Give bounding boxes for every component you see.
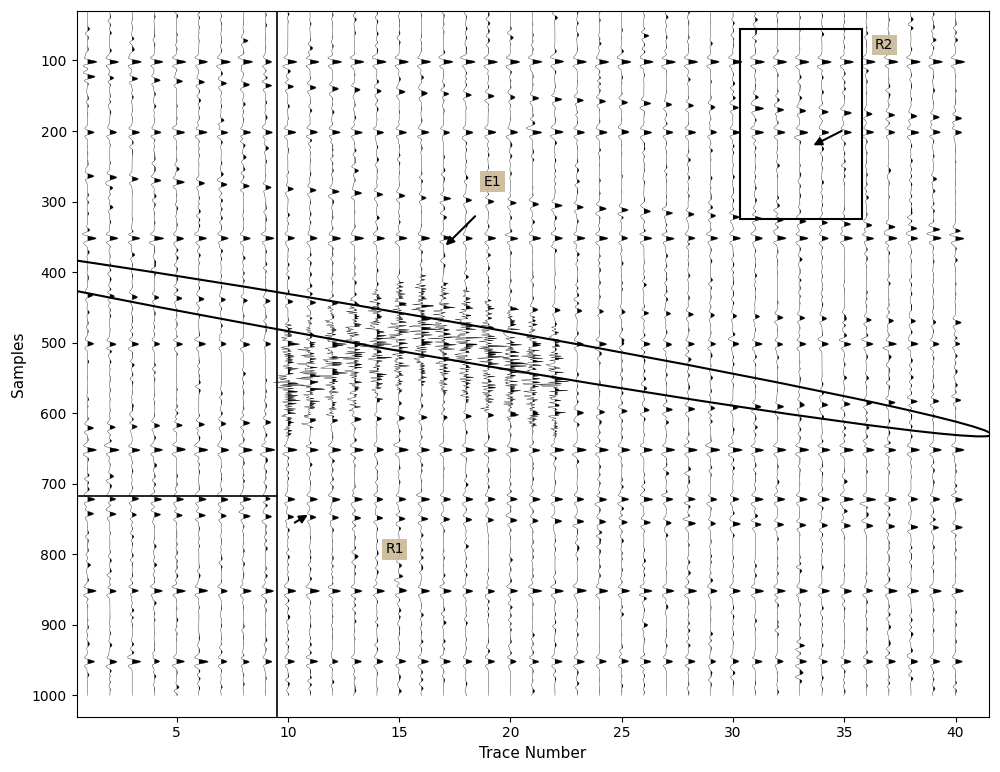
Text: R2: R2 [875,38,893,52]
Text: E1: E1 [484,174,501,189]
Y-axis label: Samples: Samples [11,331,26,397]
Text: R1: R1 [385,543,404,557]
X-axis label: Trace Number: Trace Number [479,746,586,761]
Bar [740,29,862,219]
